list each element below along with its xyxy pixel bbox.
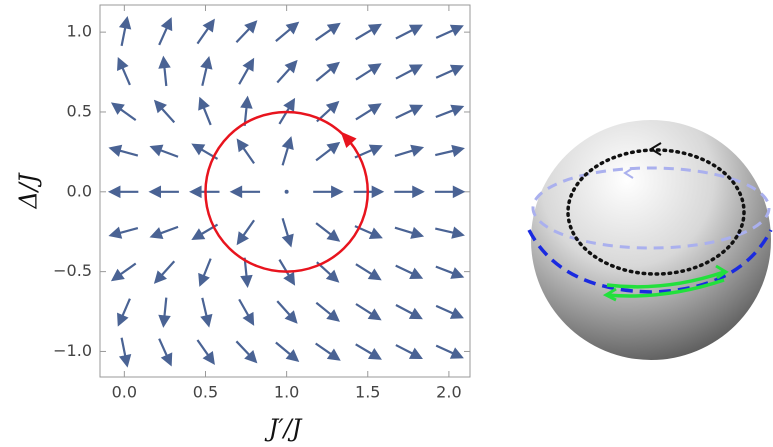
x-tick-label: 1.0 bbox=[274, 383, 299, 402]
y-axis-label: Δ/J bbox=[15, 172, 43, 209]
arrow bbox=[236, 138, 255, 164]
arrow bbox=[158, 338, 173, 367]
plot-frame bbox=[99, 4, 471, 378]
arrow bbox=[117, 298, 131, 327]
arrow bbox=[235, 20, 258, 44]
arrow bbox=[117, 56, 131, 86]
arrow bbox=[434, 185, 466, 199]
arrow bbox=[395, 64, 423, 80]
loop-arrowhead bbox=[340, 131, 357, 149]
arrow bbox=[196, 18, 215, 45]
arrow bbox=[238, 298, 255, 326]
arrow bbox=[235, 340, 258, 364]
y-tick-label: −1.0 bbox=[53, 341, 92, 360]
arrow bbox=[278, 259, 296, 286]
arrow bbox=[355, 303, 382, 321]
arrow bbox=[315, 301, 340, 322]
arrow bbox=[276, 300, 298, 324]
arrow bbox=[118, 16, 132, 47]
arrow bbox=[315, 342, 341, 361]
arrow bbox=[275, 341, 300, 362]
arrow bbox=[191, 223, 219, 241]
arrow bbox=[110, 262, 137, 282]
y-tick-label: 0.0 bbox=[67, 181, 92, 200]
arrow bbox=[153, 260, 176, 284]
y-tick-label: 1.0 bbox=[67, 22, 92, 41]
y-tick-label: −0.5 bbox=[53, 261, 92, 280]
arrow bbox=[118, 337, 132, 368]
arrow bbox=[395, 264, 424, 279]
arrow bbox=[191, 143, 219, 160]
arrow bbox=[315, 61, 340, 82]
arrow bbox=[198, 258, 212, 287]
arrow bbox=[284, 189, 289, 194]
arrow bbox=[200, 297, 213, 328]
arrow bbox=[108, 226, 139, 239]
arrow bbox=[435, 344, 464, 359]
arrow bbox=[200, 56, 213, 86]
arrow bbox=[435, 64, 464, 79]
arrow bbox=[315, 22, 341, 41]
arrow bbox=[198, 96, 212, 126]
arrow bbox=[355, 343, 382, 360]
arrow bbox=[354, 144, 383, 159]
arrow bbox=[275, 21, 300, 42]
arrow bbox=[435, 104, 465, 119]
x-tick-label: 2.0 bbox=[436, 383, 461, 402]
arrow bbox=[395, 104, 424, 119]
arrow bbox=[395, 24, 423, 40]
arrow bbox=[353, 185, 385, 199]
arrow bbox=[394, 144, 425, 157]
y-tick-label: 0.5 bbox=[67, 101, 92, 120]
arrow bbox=[278, 97, 296, 125]
arrow bbox=[315, 141, 341, 162]
arrow bbox=[435, 144, 465, 158]
arrow bbox=[395, 344, 423, 359]
arrow bbox=[435, 304, 464, 319]
arrow bbox=[394, 226, 425, 239]
arrow bbox=[435, 265, 465, 279]
arrow bbox=[149, 144, 179, 158]
arrow bbox=[315, 222, 341, 242]
loop-circle bbox=[204, 110, 370, 273]
arrow bbox=[110, 102, 137, 122]
x-tick-label: 1.5 bbox=[355, 383, 380, 402]
arrow bbox=[281, 136, 294, 166]
arrow bbox=[395, 304, 423, 320]
arrow bbox=[149, 225, 179, 239]
arrow bbox=[355, 63, 382, 81]
arrow bbox=[158, 55, 171, 87]
arrow bbox=[276, 59, 298, 84]
arrow bbox=[107, 185, 139, 199]
arrow bbox=[153, 99, 176, 124]
bloch-sphere bbox=[527, 120, 773, 360]
arrow bbox=[435, 226, 465, 239]
arrow bbox=[158, 17, 173, 46]
arrow bbox=[281, 217, 294, 248]
arrow bbox=[189, 185, 220, 199]
arrow bbox=[108, 144, 139, 157]
arrow bbox=[355, 263, 382, 281]
arrow bbox=[354, 225, 383, 240]
arrow bbox=[394, 185, 425, 199]
arrow bbox=[238, 57, 255, 85]
x-tick-label: 0.0 bbox=[112, 383, 137, 402]
x-axis-label: J′/J bbox=[264, 415, 303, 443]
arrow bbox=[158, 297, 171, 328]
arrow bbox=[355, 23, 382, 41]
arrow bbox=[148, 185, 179, 199]
arrow bbox=[435, 24, 464, 39]
arrow bbox=[229, 185, 261, 199]
arrow bbox=[236, 219, 255, 246]
arrow bbox=[355, 103, 382, 121]
arrow bbox=[196, 339, 215, 365]
x-tick-label: 0.5 bbox=[193, 383, 218, 402]
arrow bbox=[313, 185, 344, 199]
